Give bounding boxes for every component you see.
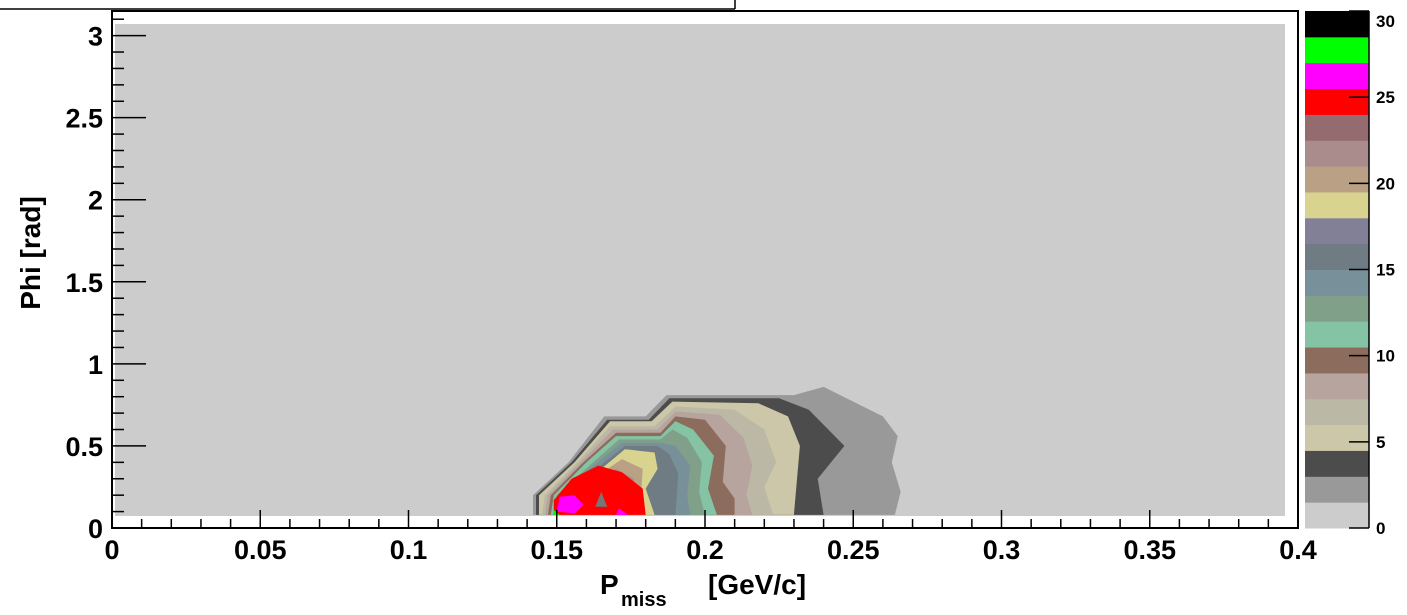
colorbar-swatch-2 [1305, 450, 1369, 477]
colorbar-swatch-10 [1305, 243, 1369, 270]
colorbar-swatch-5 [1305, 372, 1369, 400]
colorbar-swatch-11 [1305, 217, 1369, 245]
y-tick-label: 3 [88, 22, 103, 52]
y-tick-label: 2.5 [65, 104, 103, 134]
y-tick-label: 0.5 [65, 432, 103, 462]
contour-layers [533, 386, 901, 515]
x-tick-label: 0 [104, 535, 119, 565]
colorbar-swatch-4 [1305, 398, 1369, 426]
colorbar-swatch-13 [1305, 166, 1369, 193]
x-tick-label: 0.15 [530, 535, 583, 565]
colorbar-swatch-16 [1305, 88, 1369, 115]
colorbar-swatch-12 [1305, 191, 1369, 219]
colorbar-swatch-8 [1305, 295, 1369, 322]
colorbar-tick-label: 0 [1376, 519, 1385, 538]
y-tick-label: 2 [88, 186, 103, 216]
x-tick-label: 0.35 [1123, 535, 1176, 565]
colorbar-tick-label: 15 [1376, 261, 1395, 280]
colorbar-tick-label: 5 [1376, 433, 1385, 452]
colorbar-swatch-1 [1305, 476, 1369, 503]
x-axis: 0 0.05 0.1 0.15 0.2 0.25 0.3 0.35 0.4 [104, 510, 1317, 565]
axis-titles: P miss [GeV/c] Phi [rad] [15, 196, 806, 611]
y-axis-title: Phi [rad] [15, 196, 46, 310]
y-tick-label: 1 [88, 350, 103, 380]
x-tick-label: 0.1 [390, 535, 428, 565]
x-tick-label: 0.05 [234, 535, 287, 565]
colorbar-swatch-17 [1305, 62, 1369, 90]
colorbar-tick-label: 10 [1376, 347, 1395, 366]
contour-level-17 [616, 508, 628, 515]
colorbar-tick-label: 20 [1376, 174, 1395, 193]
x-axis-title-unit: [GeV/c] [708, 569, 806, 600]
x-tick-label: 0.4 [1279, 535, 1317, 565]
contour-level-15 [595, 491, 608, 507]
colorbar-swatch-14 [1305, 140, 1369, 167]
colorbar-swatch-6 [1305, 347, 1369, 374]
colorbar-swatch-9 [1305, 269, 1369, 296]
colorbar-swatch-0 [1305, 502, 1369, 529]
y-tick-label: 1.5 [65, 268, 103, 298]
colorbar-swatch-15 [1305, 114, 1369, 141]
contour-level-16 [556, 495, 584, 514]
colorbar-tick-label: 30 [1376, 12, 1395, 31]
color-scale-bar: 0 5 10 15 20 25 30 [1305, 10, 1395, 538]
colorbar-swatch-7 [1305, 321, 1369, 348]
x-tick-label: 0.3 [983, 535, 1021, 565]
colorbar-swatch-19 [1305, 11, 1369, 38]
colorbar-swatch-18 [1305, 36, 1369, 64]
y-axis: 0 0.5 1 1.5 2 2.5 3 [65, 18, 146, 544]
x-tick-label: 0.2 [686, 535, 724, 565]
y-tick-label: 0 [88, 514, 103, 544]
x-axis-title: P [600, 569, 619, 600]
colorbar-tick-label: 25 [1376, 88, 1395, 107]
x-axis-title-subscript: miss [621, 589, 667, 610]
x-tick-label: 0.25 [827, 535, 880, 565]
colorbar-swatch-3 [1305, 424, 1369, 451]
